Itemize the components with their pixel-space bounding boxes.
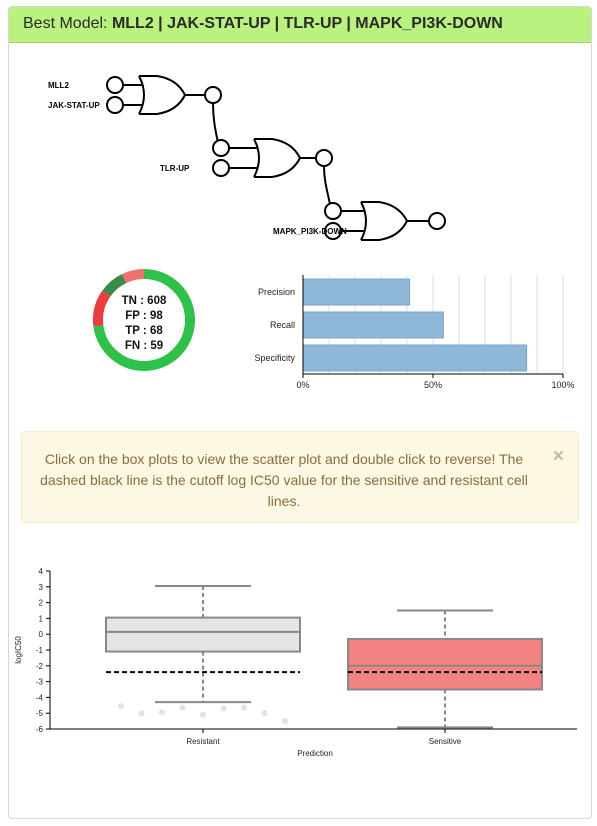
confusion-donut-chart: TN : 608 FP : 98 TP : 68 FN : 59: [93, 269, 195, 371]
metric-label-precision: Precision: [258, 287, 295, 297]
metric-bar-specificity[interactable]: [302, 344, 528, 372]
gate2-input-a-port[interactable]: [212, 139, 230, 157]
outlier-point: [241, 704, 247, 711]
gate1-input-a-port[interactable]: [106, 76, 124, 94]
outlier-point: [159, 709, 165, 716]
model-panel: Best Model: MLL2 | JAK-STAT-UP | TLR-UP …: [8, 6, 592, 819]
boxplot-y-tick-label: -4: [36, 693, 44, 702]
input-label-mapk-pi3k-down: MAPK_PI3K-DOWN: [273, 227, 347, 236]
gate1-input-b-port[interactable]: [106, 96, 124, 114]
donut-arc-fp[interactable]: [93, 290, 111, 327]
box-sensitive[interactable]: [347, 609, 543, 729]
outlier-point: [282, 718, 288, 725]
metric-label-recall: Recall: [270, 320, 295, 330]
input-label-jak-stat-up: JAK-STAT-UP: [48, 101, 100, 110]
tp-label: TP : 68: [125, 325, 163, 337]
boxplot-y-tick-label: 0: [39, 630, 44, 639]
outlier-point: [261, 710, 268, 717]
boxplot-y-tick-label: -5: [36, 709, 44, 718]
outlier-point: [118, 703, 124, 710]
boxplot-y-tick-label: -6: [36, 725, 44, 734]
metric-bar-precision[interactable]: [302, 278, 411, 306]
boxplot-y-axis-title: logIC50: [14, 636, 23, 664]
input-label-mll2: MLL2: [48, 81, 69, 90]
boxplot-y-tick-label: 1: [39, 614, 44, 623]
boxplot-x-axis-title: Prediction: [297, 749, 333, 758]
boxplot-y-tick-label: -3: [36, 678, 44, 687]
close-icon[interactable]: ×: [552, 446, 564, 467]
outlier-point: [200, 711, 206, 718]
boxplot-y-tick-label: 2: [39, 599, 44, 608]
donut-arc-fn[interactable]: [122, 269, 145, 284]
outlier-point: [220, 705, 227, 712]
best-model-name: MLL2 | JAK-STAT-UP | TLR-UP | MAPK_PI3K-…: [111, 15, 503, 32]
fp-label: FP : 98: [125, 310, 163, 322]
tn-label: TN : 608: [122, 295, 167, 307]
fn-label: FN : 59: [125, 340, 163, 352]
boxplot-y-tick-label: 3: [39, 583, 44, 592]
metrics-tick-label: 100%: [551, 380, 574, 390]
input-label-tlr-up: TLR-UP: [160, 164, 190, 173]
panel-header: Best Model: MLL2 | JAK-STAT-UP | TLR-UP …: [9, 7, 591, 43]
gate3-input-a-port[interactable]: [324, 202, 342, 220]
alert-message: Click on the box plots to view the scatt…: [40, 451, 528, 509]
gate2-output-port[interactable]: [315, 149, 333, 167]
final-output-port[interactable]: [428, 212, 446, 230]
boxplot-y-tick-label: -2: [36, 662, 44, 671]
donut-arc-tp[interactable]: [102, 273, 127, 297]
gate1-output-port[interactable]: [204, 86, 222, 104]
donut-arc-tn[interactable]: [93, 269, 195, 371]
metrics-bar-chart: Precision Recall Specificity 0% 50% 100%: [254, 275, 575, 390]
boxplot-y-tick-label: 4: [39, 567, 44, 576]
metrics-tick-label: 50%: [424, 380, 442, 390]
boxplot-x-tick-label: Resistant: [186, 737, 220, 746]
donut-arcs[interactable]: [93, 269, 195, 371]
gate2-input-b-port[interactable]: [212, 159, 230, 177]
info-alert: Click on the box plots to view the scatt…: [21, 431, 579, 523]
metric-label-specificity: Specificity: [254, 353, 295, 363]
boxplot-x-tick-label: Sensitive: [429, 737, 462, 746]
boxplot-y-tick-label: -1: [36, 646, 44, 655]
outlier-point: [138, 710, 145, 717]
metric-bar-recall[interactable]: [302, 311, 444, 339]
boxplot-chart: 4 3 2 1 0 -1 -2 -3 -4 -5 -6 logIC50 Prediction Resist…: [14, 567, 577, 758]
header-prefix: Best Model:: [23, 15, 112, 32]
outlier-point: [179, 704, 186, 711]
metrics-tick-label: 0%: [296, 380, 309, 390]
box-resistant[interactable]: [105, 585, 301, 725]
logic-gate-diagram: MLL2 JAK-STAT-UP TLR-UP MAPK_PI3K-DOWN: [48, 75, 446, 241]
